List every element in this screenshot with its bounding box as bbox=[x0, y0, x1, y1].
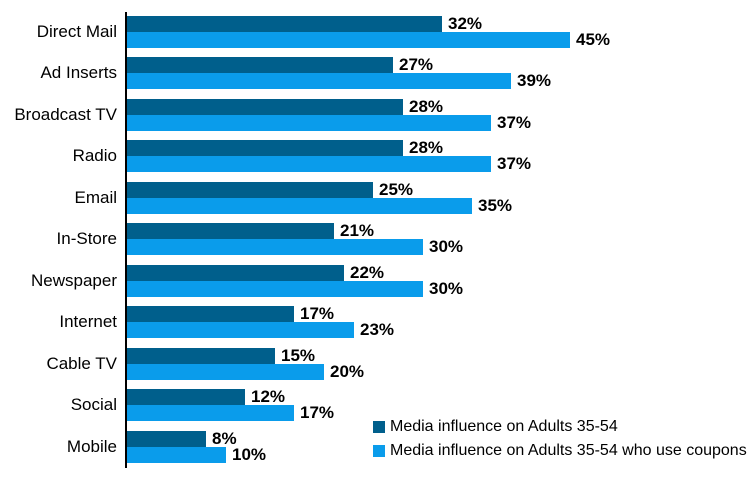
value-label-cable-tv-series0: 15% bbox=[281, 346, 316, 365]
bar-radio-series1 bbox=[127, 156, 491, 172]
bar-row-mobile-s0: 8% bbox=[127, 429, 237, 448]
value-label-newspaper-series0: 22% bbox=[350, 263, 385, 282]
bar-row-ad-inserts-s0: 27% bbox=[127, 55, 434, 74]
value-label-ad-inserts-series0: 27% bbox=[399, 55, 434, 74]
bar-mobile-series1 bbox=[127, 447, 226, 463]
bar-email-series1 bbox=[127, 198, 472, 214]
value-label-internet-series0: 17% bbox=[300, 304, 335, 323]
category-label-cable-tv: Cable TV bbox=[46, 354, 117, 373]
bar-newspaper-series0 bbox=[127, 265, 344, 281]
bar-row-radio-s0: 28% bbox=[127, 138, 444, 157]
category-label-radio: Radio bbox=[72, 146, 117, 165]
bar-row-direct-mail-s1: 45% bbox=[127, 30, 611, 49]
value-label-in-store-series1: 30% bbox=[429, 237, 464, 256]
bar-row-internet-s0: 17% bbox=[127, 304, 335, 323]
bar-row-social-s0: 12% bbox=[127, 387, 286, 406]
category-label-social: Social bbox=[70, 395, 117, 414]
bar-internet-series0 bbox=[127, 306, 294, 322]
legend-item-series1: Media influence on Adults 35-54 who use … bbox=[373, 439, 747, 463]
value-label-cable-tv-series1: 20% bbox=[330, 362, 365, 381]
value-label-broadcast-tv-series1: 37% bbox=[497, 113, 532, 132]
bar-social-series1 bbox=[127, 405, 294, 421]
category-label-ad-inserts: Ad Inserts bbox=[40, 63, 117, 82]
value-label-social-series0: 12% bbox=[251, 387, 286, 406]
bar-in-store-series1 bbox=[127, 239, 423, 255]
bar-row-cable-tv-s1: 20% bbox=[127, 362, 365, 381]
bar-row-broadcast-tv-s0: 28% bbox=[127, 97, 444, 116]
bar-row-cable-tv-s0: 15% bbox=[127, 346, 316, 365]
category-label-internet: Internet bbox=[59, 312, 117, 331]
bar-radio-series0 bbox=[127, 140, 403, 156]
category-label-newspaper: Newspaper bbox=[31, 271, 117, 290]
value-label-in-store-series0: 21% bbox=[340, 221, 375, 240]
value-label-mobile-series0: 8% bbox=[212, 429, 237, 448]
bar-internet-series1 bbox=[127, 322, 354, 338]
value-label-broadcast-tv-series0: 28% bbox=[409, 97, 444, 116]
value-label-newspaper-series1: 30% bbox=[429, 279, 464, 298]
bar-direct-mail-series1 bbox=[127, 32, 570, 48]
value-label-internet-series1: 23% bbox=[360, 320, 395, 339]
value-label-mobile-series1: 10% bbox=[232, 445, 267, 464]
value-label-email-series0: 25% bbox=[379, 180, 414, 199]
chart-legend: Media influence on Adults 35-54 Media inf… bbox=[373, 415, 747, 463]
bar-cable-tv-series0 bbox=[127, 348, 275, 364]
bar-row-newspaper-s1: 30% bbox=[127, 279, 464, 298]
bar-cable-tv-series1 bbox=[127, 364, 324, 380]
legend-item-series0: Media influence on Adults 35-54 bbox=[373, 415, 747, 439]
category-label-email: Email bbox=[74, 188, 117, 207]
bar-row-in-store-s0: 21% bbox=[127, 221, 375, 240]
value-label-email-series1: 35% bbox=[478, 196, 513, 215]
bar-row-internet-s1: 23% bbox=[127, 320, 395, 339]
bar-row-ad-inserts-s1: 39% bbox=[127, 71, 552, 90]
category-label-broadcast-tv: Broadcast TV bbox=[14, 105, 117, 124]
bar-ad-inserts-series1 bbox=[127, 73, 511, 89]
category-label-mobile: Mobile bbox=[66, 437, 117, 456]
value-label-direct-mail-series1: 45% bbox=[576, 30, 611, 49]
category-label-direct-mail: Direct Mail bbox=[36, 22, 117, 41]
bar-row-in-store-s1: 30% bbox=[127, 237, 464, 256]
bar-social-series0 bbox=[127, 389, 245, 405]
bar-newspaper-series1 bbox=[127, 281, 423, 297]
bar-ad-inserts-series0 bbox=[127, 57, 393, 73]
bar-row-direct-mail-s0: 32% bbox=[127, 14, 483, 33]
bar-broadcast-tv-series1 bbox=[127, 115, 491, 131]
bar-row-mobile-s1: 10% bbox=[127, 445, 267, 464]
value-label-radio-series1: 37% bbox=[497, 154, 532, 173]
bar-email-series0 bbox=[127, 182, 373, 198]
value-label-social-series1: 17% bbox=[300, 403, 335, 422]
bar-row-social-s1: 17% bbox=[127, 403, 335, 422]
y-axis-line bbox=[125, 12, 127, 468]
legend-swatch-series0 bbox=[373, 421, 385, 433]
legend-label-series1: Media influence on Adults 35-54 who use … bbox=[390, 442, 747, 459]
value-label-radio-series0: 28% bbox=[409, 138, 444, 157]
bar-row-email-s1: 35% bbox=[127, 196, 513, 215]
value-label-direct-mail-series0: 32% bbox=[448, 14, 483, 33]
bar-row-broadcast-tv-s1: 37% bbox=[127, 113, 532, 132]
bar-mobile-series0 bbox=[127, 431, 206, 447]
bar-direct-mail-series0 bbox=[127, 16, 442, 32]
bar-row-email-s0: 25% bbox=[127, 180, 414, 199]
bar-row-radio-s1: 37% bbox=[127, 154, 532, 173]
bar-row-newspaper-s0: 22% bbox=[127, 263, 385, 282]
value-label-ad-inserts-series1: 39% bbox=[517, 71, 552, 90]
bar-in-store-series0 bbox=[127, 223, 334, 239]
legend-label-series0: Media influence on Adults 35-54 bbox=[390, 418, 618, 435]
category-label-in-store: In-Store bbox=[56, 229, 117, 248]
legend-swatch-series1 bbox=[373, 445, 385, 457]
bar-broadcast-tv-series0 bbox=[127, 99, 403, 115]
